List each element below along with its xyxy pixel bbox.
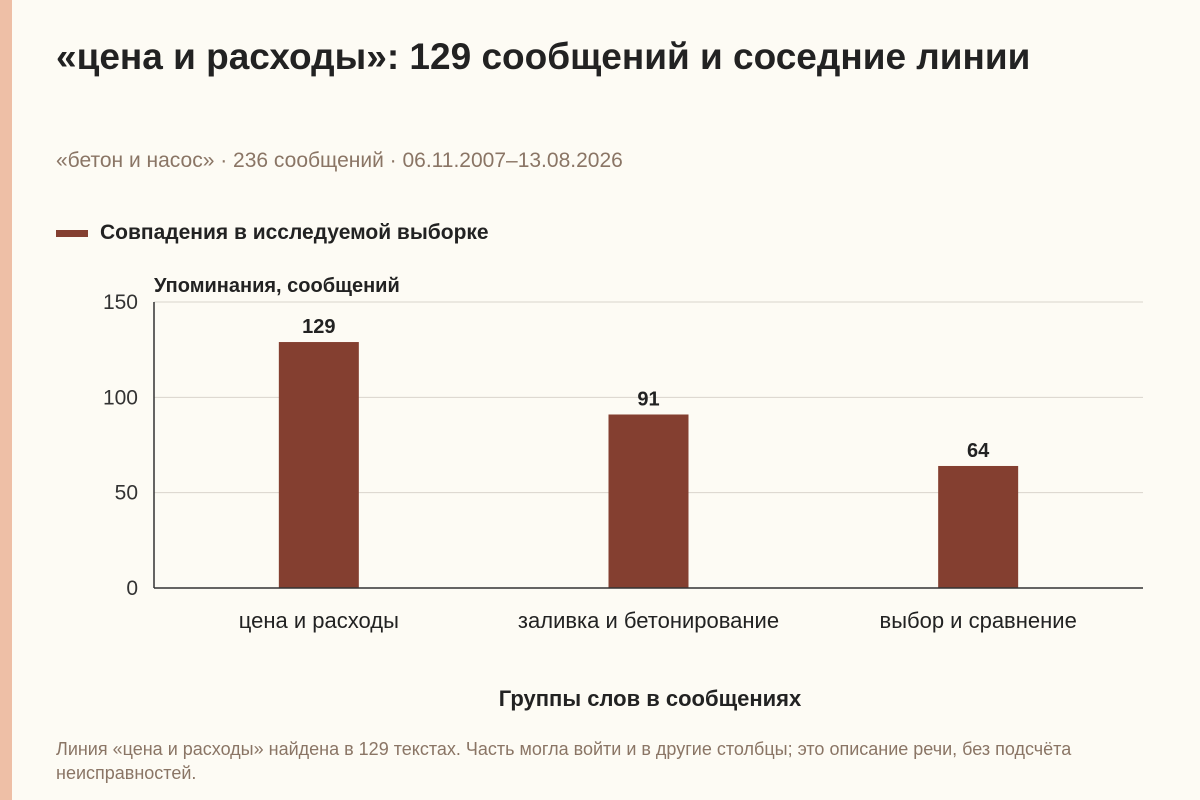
legend-swatch bbox=[56, 229, 88, 237]
x-tick-labels: цена и расходы заливка и бетонирование выб… bbox=[239, 608, 1077, 633]
data-labels: 129 91 64 bbox=[302, 316, 990, 462]
y-tick-label: 150 bbox=[103, 291, 138, 314]
y-tick-label: 0 bbox=[126, 577, 138, 600]
data-label: 91 bbox=[637, 388, 659, 410]
x-tick-label: заливка и бетонирование bbox=[518, 608, 779, 633]
x-tick-label: цена и расходы bbox=[239, 608, 399, 633]
x-axis-title: Группы слов в сообщениях bbox=[498, 686, 802, 711]
left-accent-bar bbox=[0, 0, 12, 800]
bar bbox=[278, 342, 359, 588]
y-axis-title: Упоминания, сообщений bbox=[154, 275, 400, 297]
chart-title: «цена и расходы»: 129 сообщений и соседн… bbox=[56, 36, 1031, 77]
bar bbox=[608, 414, 689, 588]
chart-subtitle: «бетон и насос» · 236 сообщений · 06.11.… bbox=[56, 149, 623, 172]
footnote: Линия «цена и расходы» найдена в 129 тек… bbox=[56, 739, 1072, 783]
legend-label: Совпадения в исследуемой выборке bbox=[100, 221, 489, 244]
data-label: 129 bbox=[302, 316, 335, 338]
y-tick-label: 50 bbox=[115, 482, 138, 505]
bar bbox=[938, 465, 1019, 588]
axes bbox=[153, 302, 1143, 589]
y-tick-labels: 0 50 100 150 bbox=[103, 291, 138, 600]
legend: Совпадения в исследуемой выборке bbox=[56, 218, 489, 248]
bars bbox=[278, 342, 1019, 588]
x-tick-label: выбор и сравнение bbox=[880, 608, 1077, 633]
data-label: 64 bbox=[967, 440, 990, 462]
y-tick-label: 100 bbox=[103, 386, 138, 409]
